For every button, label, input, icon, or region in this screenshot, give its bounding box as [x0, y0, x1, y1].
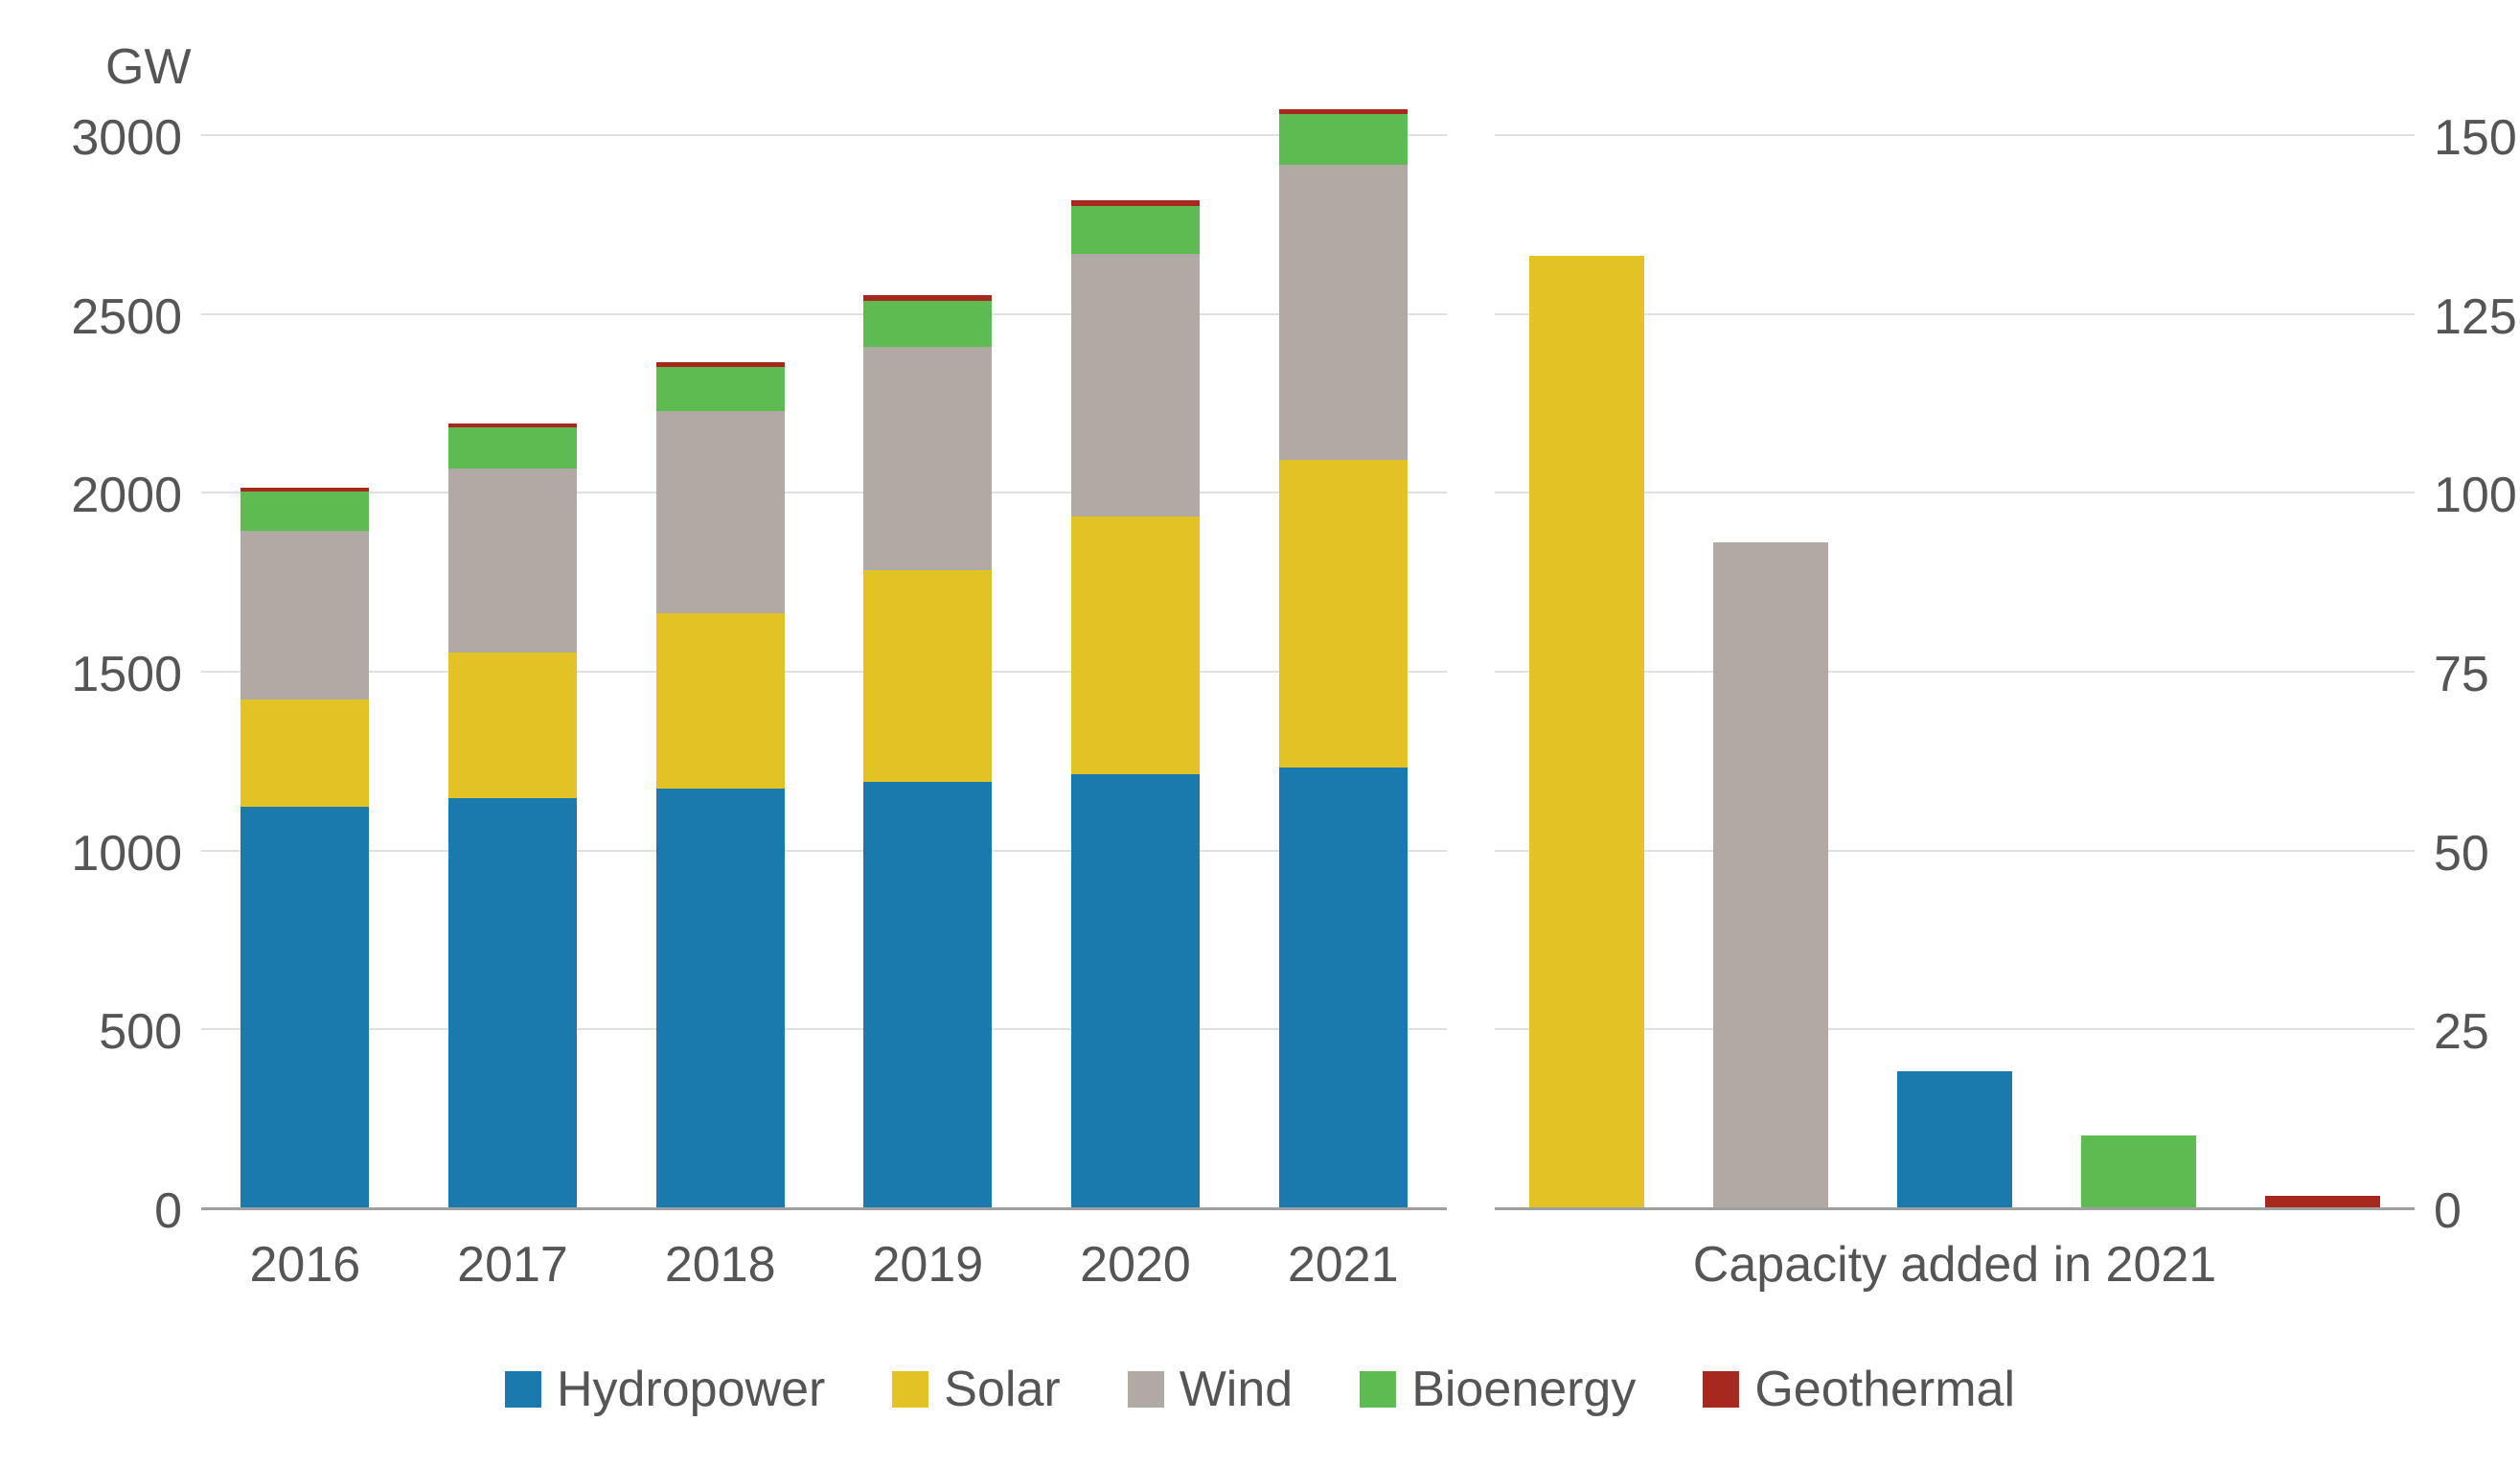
legend: Hydropower Solar Wind Bioenergy Geothermal — [505, 1361, 2015, 1418]
bar-segment — [863, 570, 992, 781]
bar-segment — [863, 782, 992, 1207]
y-tick-right: 50 — [2434, 825, 2489, 882]
y-tick-left: 2500 — [71, 288, 182, 346]
bar-segment — [241, 699, 369, 807]
bar-segment — [1279, 460, 1408, 768]
y-tick-right: 100 — [2434, 467, 2517, 524]
legend-label: Solar — [944, 1361, 1060, 1418]
bar-segment — [2081, 1135, 2195, 1207]
bar-segment — [656, 613, 785, 789]
y-tick-left: 2000 — [71, 467, 182, 524]
gridline — [201, 850, 1447, 852]
bar-segment — [1279, 114, 1408, 164]
y-tick-right: 25 — [2434, 1003, 2489, 1061]
legend-swatch — [892, 1371, 928, 1408]
bar-segment — [241, 807, 369, 1207]
legend-swatch — [505, 1371, 541, 1408]
gridline — [201, 134, 1447, 136]
y-tick-left: 500 — [99, 1003, 182, 1061]
bar-segment — [1897, 1071, 2011, 1207]
bar-segment — [448, 469, 577, 653]
y-tick-left: 1500 — [71, 646, 182, 703]
bar-segment — [1071, 516, 1200, 774]
gridline — [1495, 134, 2415, 136]
unit-label: GW — [105, 38, 192, 96]
bar-segment — [1279, 109, 1408, 115]
bar-segment — [863, 295, 992, 300]
y-tick-left: 1000 — [71, 825, 182, 882]
legend-item: Wind — [1128, 1361, 1293, 1418]
x-tick-left: 2016 — [249, 1236, 360, 1294]
bar-segment — [241, 488, 369, 492]
bar-segment — [1071, 774, 1200, 1207]
legend-item: Solar — [892, 1361, 1060, 1418]
bar-segment — [448, 427, 577, 469]
bar-segment — [1713, 542, 1827, 1207]
x-tick-left: 2020 — [1080, 1236, 1191, 1294]
legend-swatch — [1360, 1371, 1396, 1408]
y-tick-right: 125 — [2434, 288, 2517, 346]
legend-swatch — [1703, 1371, 1739, 1408]
chart-canvas: GW05001000150020002500300020162017201820… — [0, 0, 2520, 1467]
y-tick-right: 0 — [2434, 1182, 2462, 1240]
bar-segment — [863, 347, 992, 570]
bar-segment — [1279, 165, 1408, 460]
bar-segment — [656, 411, 785, 613]
x-tick-left: 2017 — [457, 1236, 568, 1294]
gridline — [201, 1028, 1447, 1030]
legend-label: Bioenergy — [1411, 1361, 1636, 1418]
bar-segment — [863, 301, 992, 348]
legend-swatch — [1128, 1371, 1164, 1408]
y-tick-left: 3000 — [71, 109, 182, 167]
bar-segment — [656, 362, 785, 367]
right-chart-title: Capacity added in 2021 — [1693, 1236, 2216, 1294]
x-tick-left: 2021 — [1288, 1236, 1399, 1294]
bar-segment — [2265, 1196, 2379, 1207]
legend-label: Wind — [1180, 1361, 1293, 1418]
x-tick-left: 2019 — [872, 1236, 983, 1294]
bar-segment — [656, 367, 785, 412]
bar-segment — [448, 424, 577, 427]
bar-segment — [1071, 200, 1200, 206]
gridline — [201, 671, 1447, 673]
legend-item: Geothermal — [1703, 1361, 2015, 1418]
legend-item: Bioenergy — [1360, 1361, 1636, 1418]
bar-segment — [1529, 256, 1643, 1207]
bar-segment — [656, 789, 785, 1207]
y-tick-left: 0 — [154, 1182, 182, 1240]
legend-label: Geothermal — [1754, 1361, 2015, 1418]
bar-segment — [1279, 768, 1408, 1207]
bar-segment — [1071, 206, 1200, 254]
bar-segment — [1071, 254, 1200, 516]
gridline — [201, 492, 1447, 493]
bar-segment — [241, 531, 369, 699]
legend-item: Hydropower — [505, 1361, 825, 1418]
y-tick-right: 75 — [2434, 646, 2489, 703]
y-tick-right: 150 — [2434, 109, 2517, 167]
legend-label: Hydropower — [557, 1361, 825, 1418]
bar-segment — [448, 798, 577, 1207]
bar-segment — [241, 492, 369, 531]
bar-chart-right — [1495, 134, 2415, 1210]
gridline — [201, 313, 1447, 315]
bar-segment — [448, 653, 577, 797]
stacked-bar-chart — [201, 134, 1447, 1210]
x-tick-left: 2018 — [665, 1236, 776, 1294]
